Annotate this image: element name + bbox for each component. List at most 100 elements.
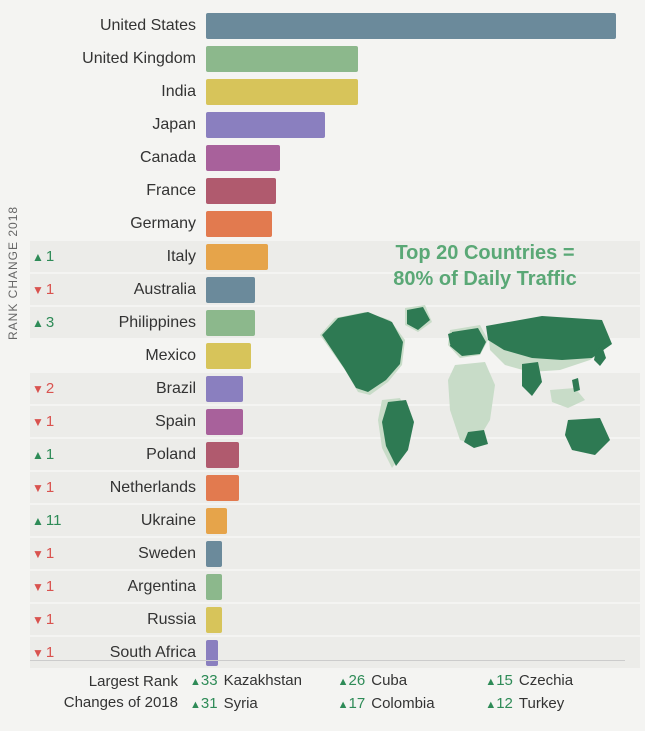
rank-change: ▲1 — [30, 248, 76, 265]
chart-row: United States — [30, 10, 640, 41]
footer: Largest Rank Changes of 2018 ▲33Kazakhst… — [30, 660, 625, 713]
chart-row: India — [30, 76, 640, 107]
arrow-down-icon: ▼ — [32, 415, 44, 429]
footer-item: ▲17 Colombia — [338, 694, 478, 713]
rank-change: ▲3 — [30, 314, 76, 331]
arrow-down-icon: ▼ — [32, 646, 44, 660]
bar — [206, 310, 255, 336]
footer-country: Turkey — [519, 695, 564, 712]
chart-row: ▼1Argentina — [30, 571, 640, 602]
country-label: Argentina — [76, 578, 206, 596]
country-label: Netherlands — [76, 479, 206, 497]
callout-text: Top 20 Countries = 80% of Daily Traffic — [345, 240, 625, 292]
rank-change: ▼1 — [30, 545, 76, 562]
footer-country: Czechia — [519, 672, 573, 689]
bar — [206, 79, 358, 105]
arrow-down-icon: ▼ — [32, 580, 44, 594]
country-label: Poland — [76, 446, 206, 464]
chart-row: United Kingdom — [30, 43, 640, 74]
rank-change: ▲11 — [30, 512, 76, 529]
bar — [206, 13, 616, 39]
country-label: Mexico — [76, 347, 206, 365]
footer-country: Cuba — [371, 672, 407, 689]
bar-track — [206, 112, 640, 138]
bar — [206, 244, 268, 270]
arrow-up-icon: ▲ — [338, 676, 349, 688]
rank-change: ▼1 — [30, 479, 76, 496]
bar — [206, 508, 227, 534]
arrow-up-icon: ▲ — [485, 699, 496, 711]
footer-country: Syria — [224, 695, 258, 712]
bar — [206, 145, 280, 171]
chart-row: France — [30, 175, 640, 206]
country-label: Japan — [76, 116, 206, 134]
bar — [206, 211, 272, 237]
bar — [206, 376, 243, 402]
bar — [206, 178, 276, 204]
arrow-up-icon: ▲ — [32, 514, 44, 528]
country-label: Spain — [76, 413, 206, 431]
rank-change: ▼1 — [30, 578, 76, 595]
bar — [206, 442, 239, 468]
arrow-down-icon: ▼ — [32, 613, 44, 627]
bar-track — [206, 178, 640, 204]
country-label: Sweden — [76, 545, 206, 563]
arrow-up-icon: ▲ — [338, 699, 349, 711]
arrow-up-icon: ▲ — [32, 250, 44, 264]
bar-track — [206, 13, 640, 39]
country-label: Germany — [76, 215, 206, 233]
footer-rank-change: ▲26 — [338, 672, 366, 689]
bar — [206, 475, 239, 501]
arrow-down-icon: ▼ — [32, 382, 44, 396]
rank-change: ▼2 — [30, 380, 76, 397]
country-label: Brazil — [76, 380, 206, 398]
bar — [206, 409, 243, 435]
bar — [206, 607, 222, 633]
bar — [206, 277, 255, 303]
bar — [206, 46, 358, 72]
rank-change: ▼1 — [30, 413, 76, 430]
arrow-up-icon: ▲ — [190, 699, 201, 711]
footer-rank-change: ▲17 — [338, 695, 366, 712]
world-map — [310, 300, 630, 480]
country-label: Philippines — [76, 314, 206, 332]
chart-row: ▲11Ukraine — [30, 505, 640, 536]
country-label: Russia — [76, 611, 206, 629]
chart-row: ▼1Sweden — [30, 538, 640, 569]
footer-title-line1: Largest Rank — [30, 671, 178, 692]
footer-rank-change: ▲12 — [485, 695, 513, 712]
country-label: Ukraine — [76, 512, 206, 530]
country-label: Australia — [76, 281, 206, 299]
bar — [206, 343, 251, 369]
footer-country: Kazakhstan — [224, 672, 302, 689]
bar-track — [206, 607, 640, 633]
bar — [206, 541, 222, 567]
arrow-up-icon: ▲ — [32, 316, 44, 330]
country-label: United States — [76, 17, 206, 35]
footer-grid: ▲33Kazakhstan▲26Cuba▲15Czechia▲31Syria▲1… — [190, 671, 625, 713]
bar — [206, 574, 222, 600]
arrow-up-icon: ▲ — [190, 676, 201, 688]
arrow-down-icon: ▼ — [32, 283, 44, 297]
callout-line2: 80% of Daily Traffic — [393, 268, 576, 290]
bar-track — [206, 46, 640, 72]
bar-track — [206, 79, 640, 105]
footer-country: Colombia — [371, 695, 434, 712]
footer-rank-change: ▲15 — [485, 672, 513, 689]
bar-track — [206, 508, 640, 534]
bar — [206, 112, 325, 138]
arrow-up-icon: ▲ — [485, 676, 496, 688]
country-label: India — [76, 83, 206, 101]
y-axis-label: RANK CHANGE 2018 — [6, 206, 20, 340]
arrow-up-icon: ▲ — [32, 448, 44, 462]
rank-change: ▼1 — [30, 611, 76, 628]
country-label: Canada — [76, 149, 206, 167]
bar-track — [206, 211, 640, 237]
footer-item: ▲12 Turkey — [485, 694, 625, 713]
chart-row: ▼1Russia — [30, 604, 640, 635]
footer-item: ▲15 Czechia — [485, 671, 625, 690]
chart-row: Canada — [30, 142, 640, 173]
bar-track — [206, 541, 640, 567]
country-label: Italy — [76, 248, 206, 266]
arrow-down-icon: ▼ — [32, 547, 44, 561]
